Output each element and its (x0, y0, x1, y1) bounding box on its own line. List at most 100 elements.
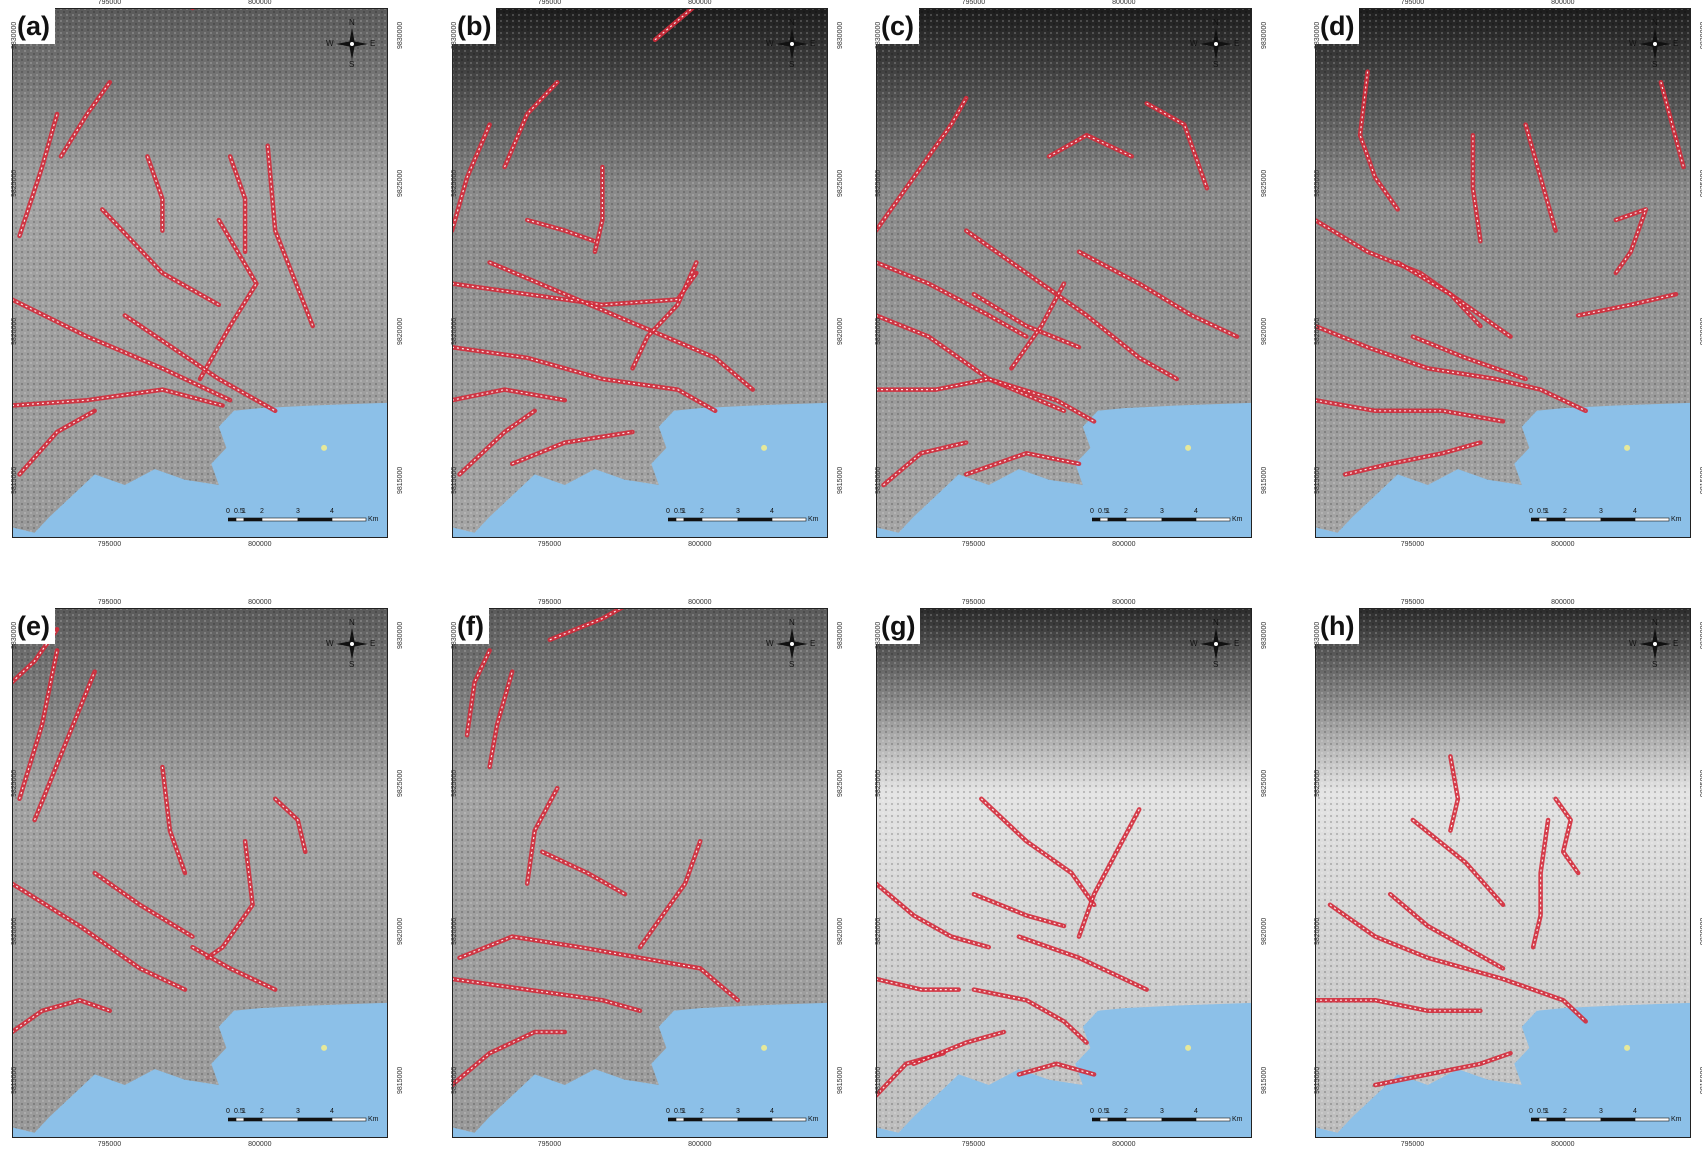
y-coord-label: 9820000 (1314, 918, 1321, 946)
map-frame (12, 608, 388, 1138)
y-coord-label: 9815000 (837, 1066, 844, 1094)
y-coord-label: 9820000 (875, 318, 882, 346)
compass-s-label: S (1652, 60, 1658, 69)
scale-tick-label: 2 (1124, 1108, 1128, 1115)
compass-e-label: E (810, 639, 816, 648)
x-coord-label: 800000 (1112, 599, 1136, 606)
y-coord-label: 9825000 (837, 169, 844, 197)
shaded-relief-map-f (452, 608, 828, 1138)
scale-tick-label: 0 (1090, 1108, 1094, 1115)
lineament-h-6 (1327, 902, 1588, 1024)
compass-n-label: N (1652, 18, 1658, 27)
x-coord-label: 795000 (537, 599, 562, 606)
scale-tick-label: 0 (226, 1108, 230, 1115)
y-coord-label: 9825000 (397, 169, 404, 197)
lineament-a-10 (12, 387, 225, 408)
y-coord-label: 9820000 (837, 918, 844, 946)
scale-tick-label: 2 (260, 508, 264, 515)
scale-tick-label: 0 (226, 508, 230, 515)
y-coord-label: 9815000 (11, 466, 18, 494)
lineament-b-2 (502, 79, 560, 170)
lineament-a-4 (99, 207, 222, 308)
lineament-f-3 (457, 934, 741, 1003)
island-marker (761, 1044, 768, 1051)
relief-texture (876, 8, 1252, 533)
scale-unit-label: Km (808, 516, 819, 523)
y-coord-label: 9830000 (1314, 21, 1321, 49)
panel-label: (d) (1315, 8, 1360, 44)
island-marker (321, 444, 328, 451)
scale-unit-label: Km (1232, 1116, 1243, 1123)
compass-rose-icon: N S E W (766, 18, 815, 69)
lineament-b-3 (524, 217, 598, 244)
lineament-d-4 (1613, 207, 1649, 276)
lineament-f-5 (539, 849, 628, 897)
compass-w-label: W (326, 39, 334, 48)
lineament-g-6 (876, 976, 961, 992)
x-coord-label: 800000 (248, 599, 272, 606)
compass-w-label: W (1190, 39, 1198, 48)
x-coord-label: 800000 (688, 1141, 712, 1148)
y-coord-label: 9820000 (451, 318, 458, 346)
shaded-relief-map-b (452, 8, 828, 538)
lineament-d-3 (1523, 122, 1558, 233)
relief-texture (1315, 608, 1691, 1133)
lineament-c-11 (881, 440, 969, 488)
y-coord-label: 9825000 (397, 769, 404, 797)
scale-tick-label: 1 (1545, 508, 1549, 515)
map-frame (452, 608, 828, 1138)
map-panel-e: (e) N S E W 0 0.5 1 2 3 4 Km (12, 608, 388, 1138)
lineament-h-3 (1410, 817, 1506, 908)
lineament-a-7 (197, 217, 259, 382)
lineament-d-1 (1357, 69, 1400, 212)
scale-tick-label: 4 (1633, 508, 1637, 515)
x-coord-label: 800000 (1551, 1141, 1575, 1148)
scale-unit-label: Km (1671, 516, 1682, 523)
lineament-e-6 (205, 838, 255, 961)
scale-tick-label: 4 (770, 508, 774, 515)
y-coord-label: 9815000 (451, 1066, 458, 1094)
scale-tick-label: 0 (666, 1108, 670, 1115)
compass-s-label: S (1213, 60, 1219, 69)
scale-tick-label: 3 (736, 1108, 740, 1115)
y-coord-label: 9815000 (451, 466, 458, 494)
x-coord-label: 800000 (1112, 0, 1136, 6)
scale-tick-label: 0.5 (674, 508, 684, 515)
lineament-d-6 (1315, 323, 1588, 414)
compass-rose-icon: N S E W (1190, 18, 1240, 69)
lineament-e-5 (272, 796, 308, 855)
scale-tick-label: 1 (682, 1108, 686, 1115)
lineament-c-6 (876, 313, 1067, 414)
map-panel-c: (c) N S E W 0 0.5 1 2 3 4 Km (876, 8, 1252, 538)
x-coord-label: 795000 (97, 1141, 122, 1148)
compass-w-label: W (766, 39, 774, 48)
compass-rose-icon: N S E W (766, 618, 816, 669)
panel-label: (e) (12, 608, 55, 644)
lineament-c-12 (963, 450, 1082, 477)
compass-rose-icon: N S E W (326, 18, 376, 69)
lineament-d-10 (1315, 397, 1506, 424)
lineament-e-9 (190, 944, 278, 992)
compass-e-label: E (1234, 39, 1240, 48)
scale-bar: 0 0.5 1 2 3 4 Km (1529, 1108, 1682, 1128)
y-coord-label: 9815000 (397, 1066, 404, 1094)
y-coord-label: 9830000 (1314, 621, 1321, 649)
compass-e-label: E (370, 39, 376, 48)
map-frame (876, 608, 1252, 1138)
scale-tick-label: 4 (1633, 1108, 1637, 1115)
lineament-f-2 (487, 669, 515, 770)
lineament-g-4 (971, 891, 1067, 929)
y-coord-label: 9815000 (875, 1066, 882, 1094)
scale-tick-label: 3 (296, 1108, 300, 1115)
lineament-h-8 (1372, 1050, 1513, 1088)
lineament-b-4 (592, 164, 605, 255)
x-coord-label: 795000 (97, 599, 122, 606)
scale-bar: 0 0.5 1 2 3 4 Km (1090, 508, 1243, 528)
y-coord-label: 9825000 (1314, 769, 1321, 797)
scale-tick-label: 0 (1529, 508, 1533, 515)
y-coord-label: 9825000 (451, 169, 458, 197)
scale-tick-label: 0.5 (1537, 508, 1547, 515)
lineament-c-2 (1046, 132, 1134, 159)
x-coord-label: 800000 (248, 0, 272, 6)
compass-n-label: N (1213, 618, 1219, 627)
